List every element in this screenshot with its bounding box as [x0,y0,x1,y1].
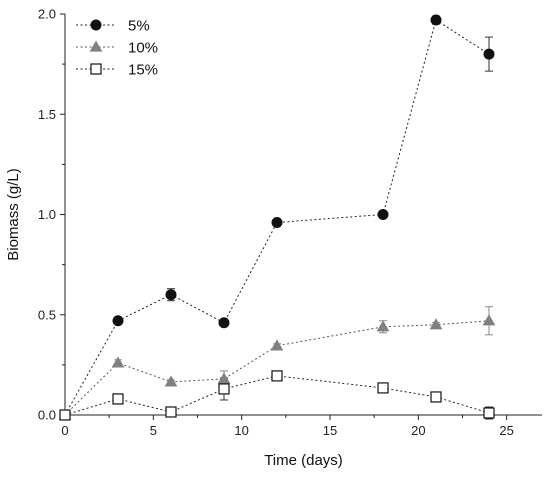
series-2-point [429,318,443,330]
series-1-point [218,317,230,329]
series-3-point [218,383,230,395]
y-tick-label: 1.0 [38,207,56,222]
series-2-point [111,356,125,368]
axes: 0 5 10 15 20 25 0.0 0.5 1.0 1.5 2.0 [38,7,542,438]
series-3-point [377,382,389,394]
series-1-point [483,48,495,60]
legend-series-1-label: 5% [128,18,150,35]
series-2-line [64,320,490,416]
y-tick-label: 1.5 [38,107,56,122]
legend: 5% 10% 15% [76,18,158,79]
legend-series-3-label: 15% [128,62,158,79]
series-1-point [271,217,283,229]
series-2-point [376,320,390,332]
series-1-point [165,289,177,301]
series-2-point [270,339,284,351]
series-lines [64,19,490,416]
legend-series-2-label: 10% [128,40,158,57]
x-tick-label: 25 [499,423,513,438]
error-bars [114,15,493,420]
x-tick-label: 0 [61,423,68,438]
series-3-point [483,407,495,419]
series-3-point [165,406,177,418]
series-2-point [482,314,496,326]
x-tick-label: 10 [234,423,248,438]
x-axis-label: Time (days) [264,452,343,469]
legend-series-3-marker [90,63,102,75]
x-tick-label: 15 [323,423,337,438]
series-2-point [217,372,231,384]
data-points [58,14,496,421]
legend-series-2-marker [89,40,103,52]
series-1-point [112,315,124,327]
series-3-point [112,393,124,405]
series-3-point [59,409,71,421]
series-3-point [271,370,283,382]
series-2-point [164,375,178,387]
series-1-point [430,14,442,26]
x-tick-label: 5 [150,423,157,438]
legend-series-1-marker [90,19,102,31]
series-1-line [64,19,490,416]
y-tick-label: 0.0 [38,408,56,423]
x-tick-label: 20 [411,423,425,438]
y-axis-label: Biomass (g/L) [5,168,22,261]
series-1-point [377,209,389,220]
series-3-point [430,391,442,403]
y-tick-label: 0.5 [38,307,56,322]
y-tick-label: 2.0 [38,7,56,22]
series-3-line [64,375,490,416]
